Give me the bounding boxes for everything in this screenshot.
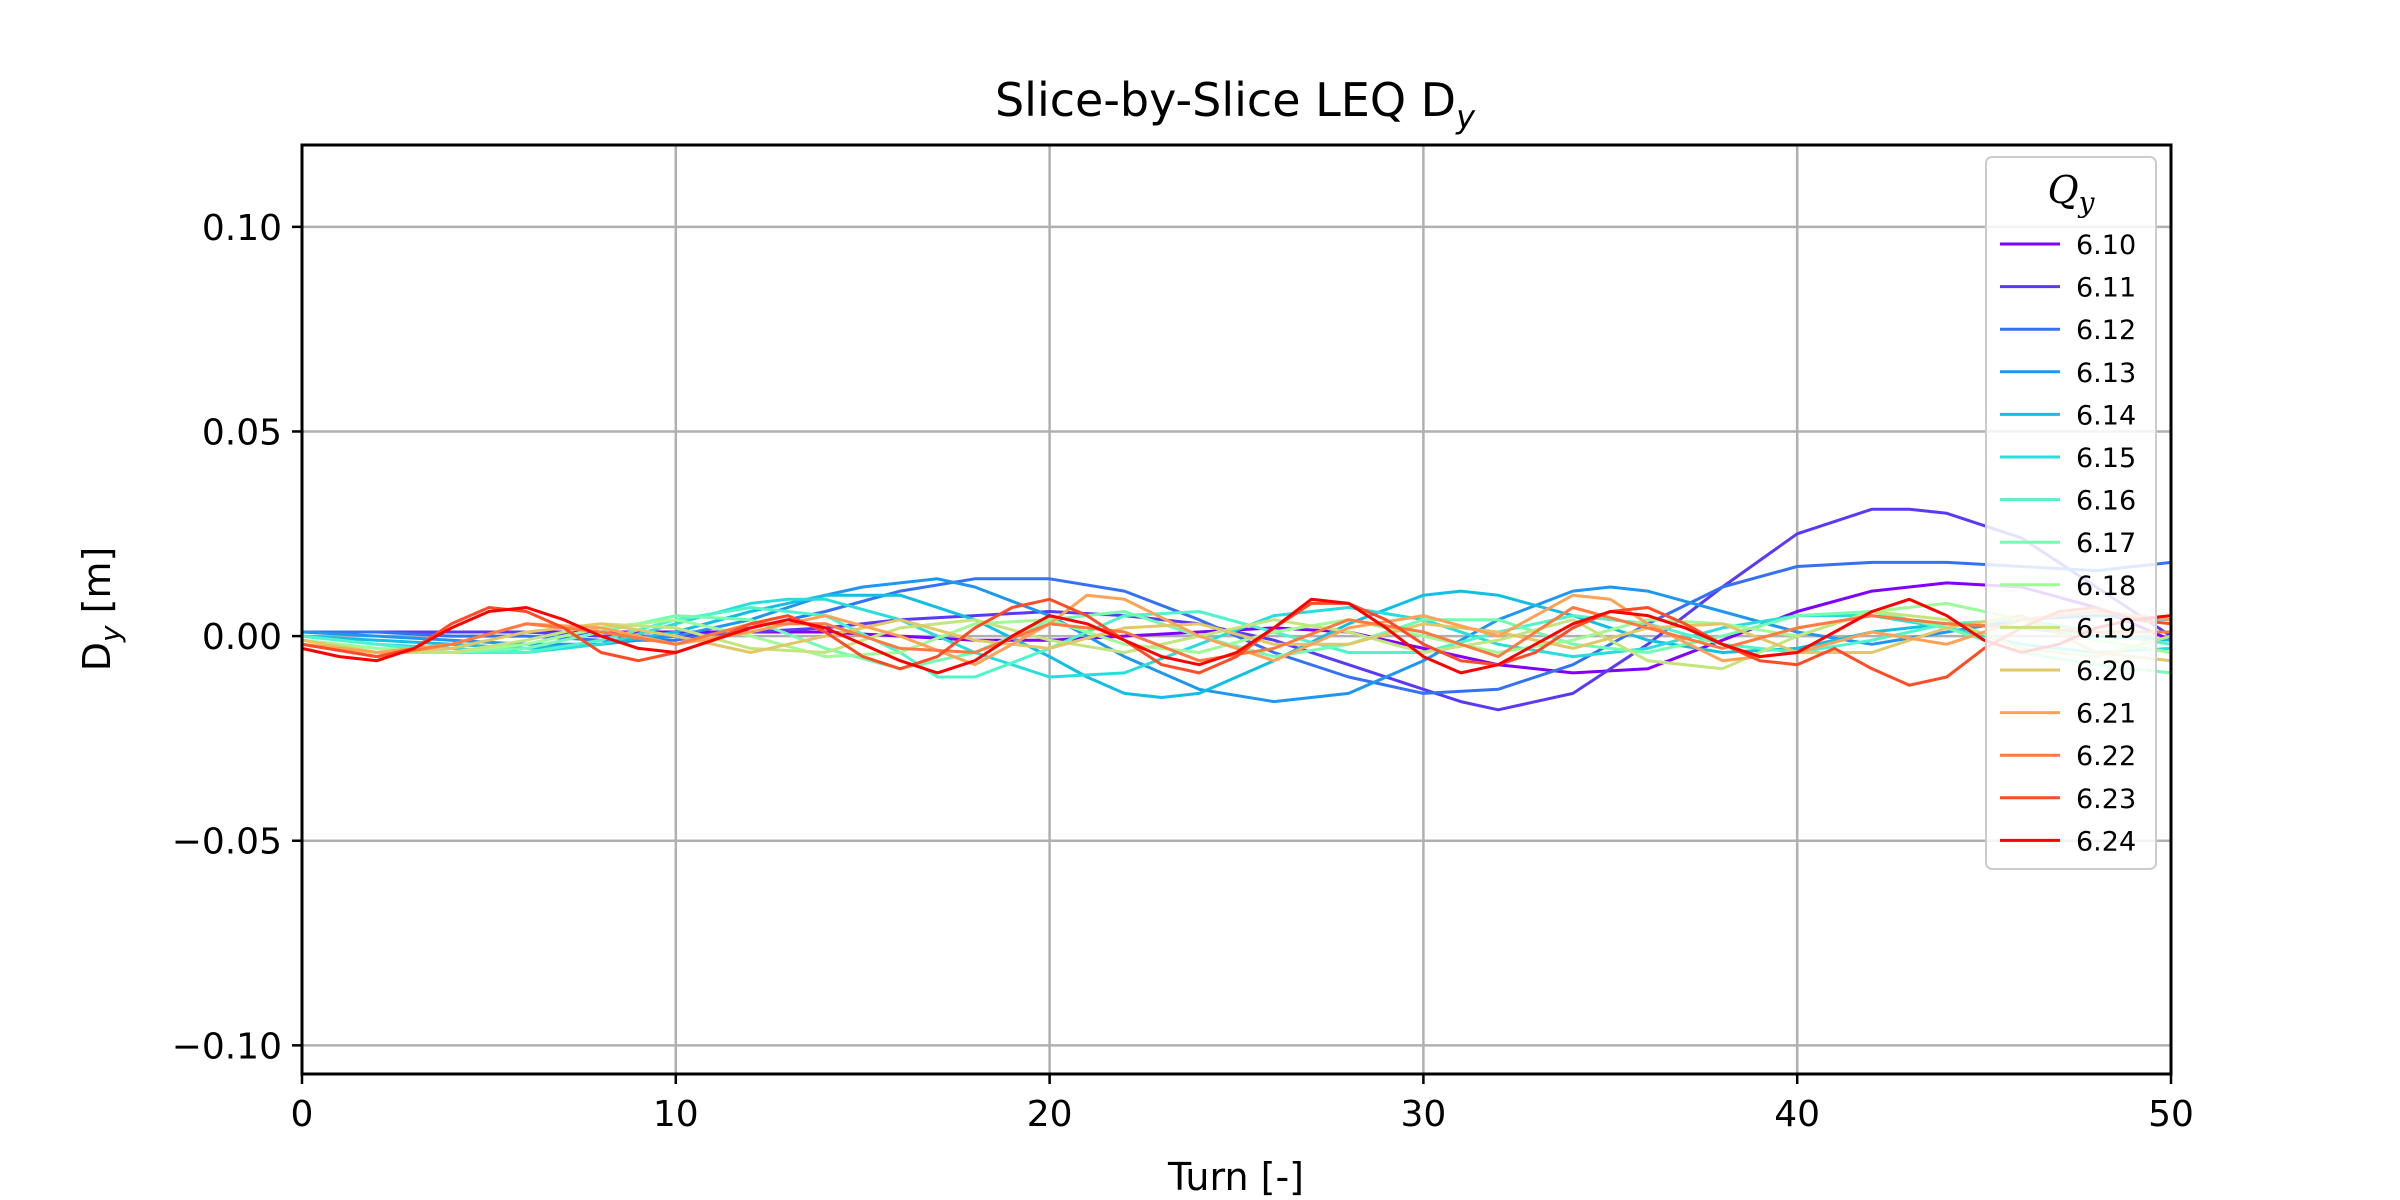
x-tick-label: 50 — [2148, 1094, 2194, 1135]
y-axis-label: Dy [m] — [75, 547, 127, 672]
series-line-6-20 — [301, 614, 2172, 663]
x-tick-label: 40 — [1774, 1094, 1820, 1135]
y-tick-label: 0.10 — [202, 208, 282, 249]
x-tick-label: 10 — [653, 1094, 699, 1135]
series-line-6-21 — [301, 593, 2172, 667]
legend-label: 6.11 — [2076, 273, 2136, 304]
legend-label: 6.22 — [2076, 741, 2136, 772]
legend-label: 6.24 — [2076, 826, 2136, 857]
plot-frame — [300, 143, 2173, 1076]
y-tick-label: 0.00 — [202, 617, 282, 658]
series-line-6-14 — [301, 589, 2172, 699]
x-tick-label: 30 — [1400, 1094, 1446, 1135]
legend-label: 6.21 — [2076, 699, 2136, 730]
series-line-6-23 — [301, 597, 2172, 687]
legend-box — [1985, 156, 2157, 870]
legend-label: 6.16 — [2076, 486, 2136, 517]
legend-label: 6.18 — [2076, 571, 2136, 602]
y-tick-label: 0.05 — [202, 412, 282, 453]
legend-label: 6.19 — [2076, 613, 2136, 644]
legend-label: 6.13 — [2076, 358, 2136, 389]
x-tick-label: 20 — [1027, 1094, 1073, 1135]
series-line-6-24 — [301, 597, 2172, 675]
legend-label: 6.12 — [2076, 315, 2136, 346]
axis-ticks: 0 10 20 30 40 50 −0.10 −0.05 0.00 0.05 0.10 — [172, 208, 2194, 1135]
x-axis-label: Turn [-] — [1167, 1155, 1304, 1199]
y-tick-label: −0.10 — [172, 1026, 282, 1067]
series-layer — [301, 507, 2172, 712]
legend-label: 6.17 — [2076, 528, 2136, 559]
x-tick-label: 0 — [291, 1094, 314, 1135]
legend-label: 6.14 — [2076, 400, 2136, 431]
legend-label: 6.15 — [2076, 443, 2136, 474]
legend: Qy 6.106.116.126.136.146.156.166.176.186… — [1985, 156, 2157, 870]
y-tick-label: −0.05 — [172, 822, 282, 863]
legend-title: Qy — [2048, 168, 2096, 219]
legend-label: 6.23 — [2076, 784, 2136, 815]
legend-label: 6.20 — [2076, 656, 2136, 687]
legend-label: 6.10 — [2076, 230, 2136, 261]
chart-title: Slice-by-Slice LEQ Dy — [995, 73, 1476, 136]
legend-items: 6.10 6.11 6.12 6.13 6.14 6.15 6.16 6.17 6.18 6.19… — [2000, 230, 2136, 857]
